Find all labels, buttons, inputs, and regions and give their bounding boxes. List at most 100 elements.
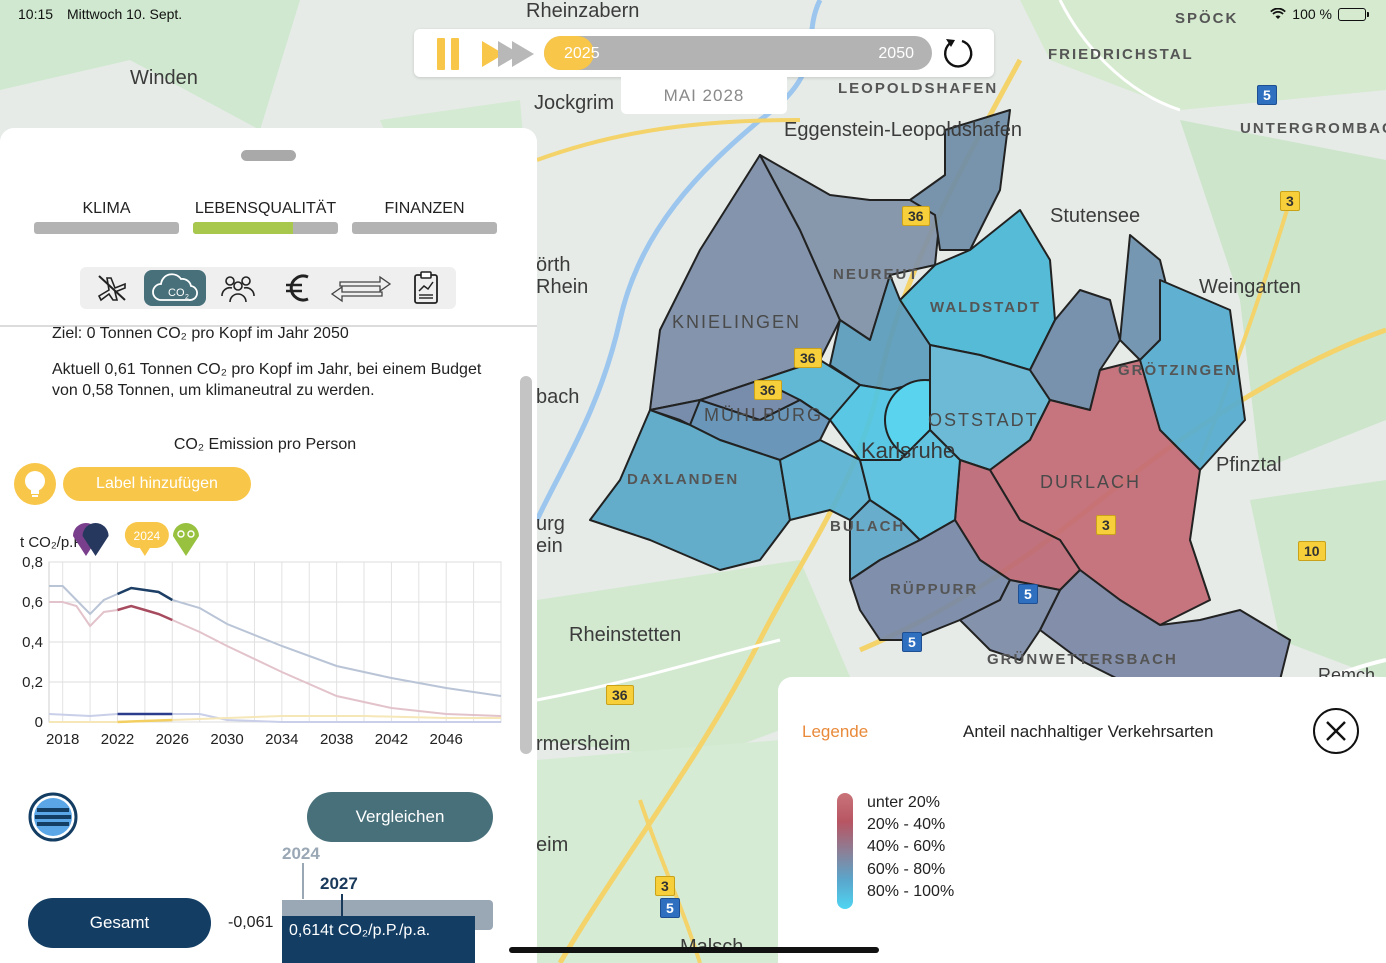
series-line-3 — [117, 718, 173, 724]
report-clipboard-icon[interactable] — [400, 270, 452, 306]
timeline-slider[interactable]: 2025 2050 — [544, 36, 932, 70]
place-burg: urg — [536, 513, 565, 535]
place-rmersheim: rmersheim — [536, 733, 631, 755]
road-shield-a5: 5 — [1018, 584, 1038, 604]
lightbulb-button[interactable] — [14, 463, 56, 505]
road-shield-b3: 3 — [1096, 515, 1116, 535]
road-shield-b3: 3 — [1280, 191, 1300, 211]
panel-drag-handle[interactable] — [241, 150, 296, 161]
tab-finanzen-bar — [352, 222, 497, 234]
no-flight-icon[interactable] — [86, 270, 138, 306]
place-oststadt: OSTSTADT — [928, 410, 1039, 430]
y-tick-label: 0,2 — [22, 674, 43, 691]
timeline-player: 2025 2050 — [414, 29, 994, 77]
place-rheinstetten: Rheinstetten — [569, 624, 682, 646]
year-marker-pill — [124, 522, 169, 548]
x-tick-label: 2018 — [46, 731, 79, 748]
panel-divider — [0, 325, 537, 327]
place-eggenstein: Eggenstein-Leopoldshafen — [784, 119, 1022, 141]
road-shield-a5: 5 — [660, 898, 680, 918]
year-marker-label: 2024 — [134, 529, 161, 543]
y-axis-label: t CO₂/p.P. — [20, 534, 86, 551]
pause-button[interactable] — [434, 37, 464, 71]
place-weingarten: Weingarten — [1199, 276, 1301, 298]
x-tick-label: 2026 — [156, 731, 189, 748]
legend-title: Anteil nachhaltiger Verkehrsarten — [963, 722, 1214, 741]
compare-button[interactable]: Vergleichen — [307, 792, 493, 842]
place-spoeck: SPÖCK — [1175, 10, 1239, 27]
x-tick-label: 2034 — [265, 731, 298, 748]
bus-marker-icon — [82, 522, 109, 556]
y-tick-label: 0,6 — [22, 594, 43, 611]
exchange-arrows-icon[interactable] — [328, 270, 394, 306]
svg-text:2: 2 — [185, 294, 189, 301]
place-stutensee: Stutensee — [1050, 205, 1141, 227]
reset-icon[interactable] — [940, 36, 976, 72]
place-karlsruhe: Karlsruhe — [861, 438, 956, 463]
delta-value: -0,061 — [228, 914, 274, 931]
series-line-light-1 — [49, 601, 502, 717]
place-leopoldshafen: LEOPOLDSHAFEN — [838, 80, 999, 97]
legend-tab[interactable]: Legende — [802, 722, 869, 741]
place-durlach: DURLACH — [1040, 472, 1142, 492]
y-tick-label: 0 — [35, 714, 43, 731]
place-woerth: örth — [536, 254, 571, 276]
road-shield-b36: 36 — [606, 685, 634, 705]
year-marker-pointer — [139, 548, 150, 556]
timeline-end-year: 2050 — [878, 45, 914, 62]
battery-percent: 100 % — [1292, 6, 1332, 22]
home-indicator[interactable] — [509, 947, 879, 953]
place-muehlburg: MÜHLBURG — [704, 405, 824, 425]
place-waldstadt: WALDSTADT — [930, 299, 1042, 316]
x-tick-label: 2038 — [320, 731, 353, 748]
compare-bar-new: 0,614t CO₂/p.P./p.a. — [282, 916, 475, 963]
place-pfinztal: Pfinztal — [1216, 454, 1282, 476]
tab-finanzen-label: FINANZEN — [384, 200, 465, 217]
compare-year-old: 2024 — [282, 844, 320, 863]
timeline-start-year: 2025 — [564, 45, 600, 62]
series-line-0 — [116, 586, 173, 602]
legend-item: 80% - 100% — [867, 883, 955, 900]
legend-item: unter 20% — [867, 794, 940, 811]
tab-klima-bar — [34, 222, 179, 234]
legend-item: 60% - 80% — [867, 861, 946, 878]
people-icon[interactable] — [212, 270, 264, 306]
compare-marker-old — [302, 863, 304, 899]
status-time: 10:15 — [18, 6, 54, 22]
battery-icon — [1338, 7, 1369, 21]
place-daxlanden: DAXLANDEN — [627, 471, 740, 488]
road-shield-a5: 5 — [1257, 85, 1277, 105]
road-shield-b10: 10 — [1298, 541, 1326, 561]
tab-finanzen[interactable]: FINANZEN — [352, 200, 497, 234]
emission-chart: 0 0,2 0,4 0,6 0,8 2018 2022 2026 2030 2034 2038 204… — [0, 518, 520, 758]
add-label-button[interactable]: Label hinzufügen — [63, 467, 251, 501]
status-date: Mittwoch 10. Sept. — [67, 6, 183, 22]
tab-lebensqualitaet[interactable]: LEBENSQUALITÄT — [193, 200, 338, 234]
x-tick-label: 2030 — [210, 731, 243, 748]
tab-klima[interactable]: KLIMA — [34, 200, 179, 234]
timeline-progress — [544, 36, 595, 70]
current-status-text: Aktuell 0,61 Tonnen CO₂ pro Kopf im Jahr… — [52, 361, 482, 399]
place-knielingen: KNIELINGEN — [672, 312, 802, 332]
place-untergrombach: UNTERGROMBAC — [1240, 120, 1386, 137]
place-friedrichstal: FRIEDRICHSTAL — [1048, 46, 1194, 63]
road-shield-b3: 3 — [655, 876, 675, 896]
road-shield-a5: 5 — [902, 632, 922, 652]
euro-icon[interactable] — [272, 270, 324, 306]
chart-title: CO₂ Emission pro Person — [173, 436, 357, 453]
co2-cloud-icon[interactable]: CO 2 — [144, 270, 206, 306]
total-button[interactable]: Gesamt — [28, 898, 211, 948]
fast-forward-button[interactable] — [480, 39, 540, 69]
road-shield-b36: 36 — [902, 206, 930, 226]
bike-marker-icon — [172, 523, 199, 556]
metric-icon-bar: CO 2 — [80, 267, 456, 309]
y-tick-label: 0,8 — [22, 554, 43, 571]
y-tick-label: 0,4 — [22, 634, 43, 651]
close-icon[interactable] — [1312, 707, 1360, 755]
place-groetzingen: GRÖTZINGEN — [1118, 362, 1238, 379]
tab-lebensqualitaet-bar — [193, 222, 338, 234]
status-bar: 10:15 Mittwoch 10. Sept. 100 % — [0, 6, 1386, 24]
wifi-icon — [1270, 8, 1287, 19]
panel-scrollbar[interactable] — [520, 376, 532, 754]
menu-button[interactable] — [28, 792, 78, 842]
